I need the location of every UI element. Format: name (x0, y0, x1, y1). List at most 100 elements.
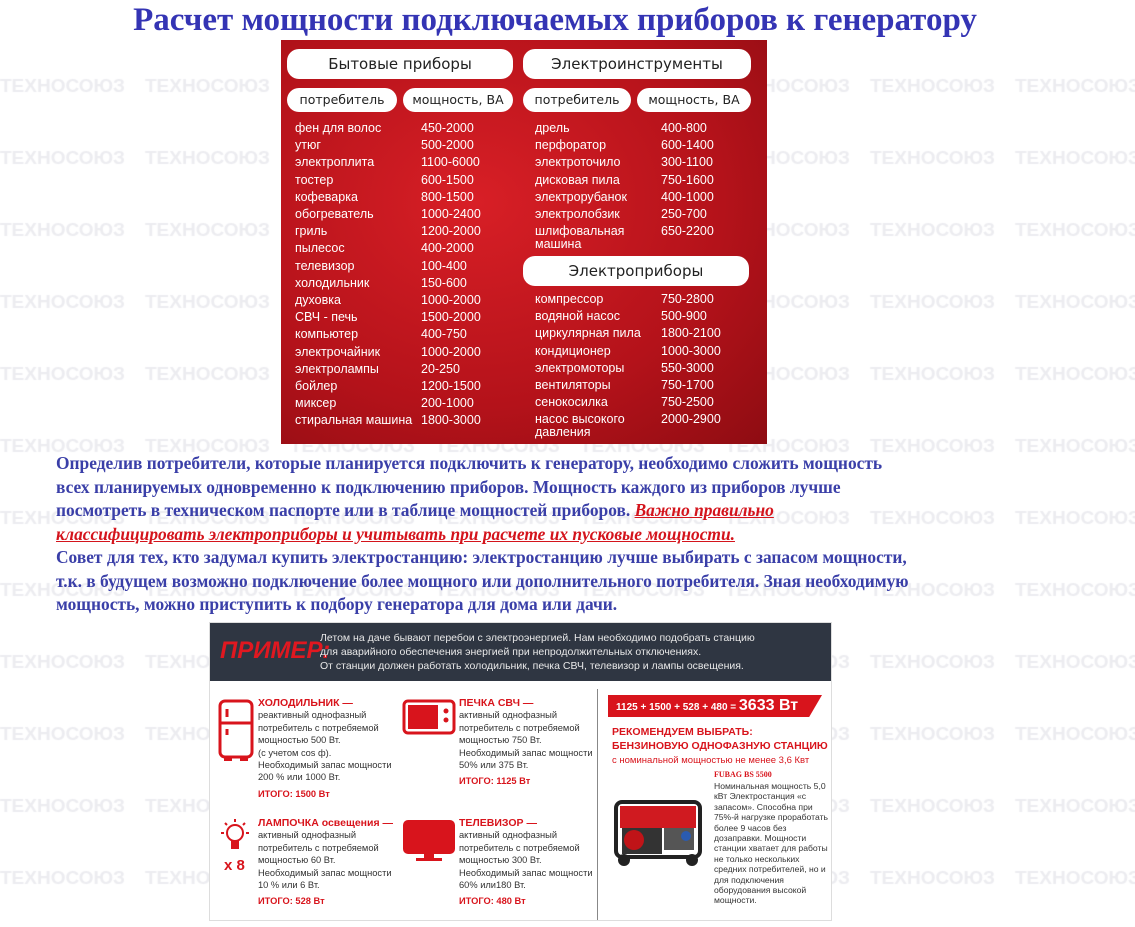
power-value: 800-1500 (421, 189, 474, 204)
power-value: 20-250 (421, 361, 460, 376)
card-title: ПЕЧКА СВЧ — (459, 697, 534, 709)
para-line: мощность, можно приступить к подбору ген… (56, 594, 618, 614)
recommendation-title: РЕКОМЕНДУЕМ ВЫБРАТЬ: БЕНЗИНОВУЮ ОДНОФАЗНУ… (612, 725, 828, 753)
card-line: Необходимый запас мощности (459, 747, 593, 758)
rec-line: РЕКОМЕНДУЕМ ВЫБРАТЬ: (612, 726, 753, 738)
rec-line: БЕНЗИНОВУЮ ОДНОФАЗНУЮ СТАНЦИЮ (612, 740, 828, 752)
generator-name: FUBAG BS 5500 (714, 770, 772, 779)
card-line: реактивный однофазный (258, 710, 367, 721)
consumer-name: электролампы (295, 361, 379, 376)
power-value: 1000-2400 (421, 207, 481, 221)
card-total: ИТОГО: 480 Вт (459, 896, 526, 907)
power-value: 250-700 (661, 207, 707, 221)
page-title: Расчет мощности подключаемых приборов к … (133, 2, 977, 38)
power-value: 400-2000 (421, 241, 474, 256)
consumer-name: циркулярная пила (535, 326, 641, 341)
consumer-name: пылесос (295, 241, 345, 256)
consumer-name: утюг (295, 138, 321, 153)
appliances-heading: Электроприборы (523, 256, 749, 286)
card-title: ЛАМПОЧКА освещения — (258, 817, 394, 829)
consumer-name: дрель (535, 121, 570, 135)
consumer-name: электроплита (295, 155, 375, 170)
power-value: 650-2200 (661, 224, 714, 239)
power-value: 400-800 (661, 121, 707, 135)
card-tv: ТЕЛЕВИЗОР — активный однофазный потребител… (459, 817, 597, 908)
household-col-consumer: потребитель (287, 88, 397, 112)
consumer-name: тостер (295, 172, 334, 187)
power-value: 500-2000 (421, 138, 474, 153)
power-value: 1000-3000 (661, 343, 721, 358)
consumer-name: обогреватель (295, 207, 374, 221)
power-value: 600-1500 (421, 172, 474, 187)
example-header: ПРИМЕР: Летом на даче бывают перебои с э… (210, 623, 831, 681)
card-line: 50% или 375 Вт. (459, 760, 529, 771)
power-value: 750-2800 (661, 292, 714, 306)
card-line: Необходимый запас мощности (258, 760, 392, 771)
consumer-name: сенокосилка (535, 395, 608, 410)
card-line: 200 % или 1000 Вт. (258, 772, 341, 783)
fridge-icon (218, 699, 254, 761)
power-value: 500-900 (661, 309, 707, 324)
tools-heading: Электроинструменты (523, 49, 751, 79)
para-line: классифицировать электроприборы и учитыв… (56, 523, 1131, 547)
card-line: активный однофазный (258, 830, 357, 841)
consumer-name: водяной насос (535, 309, 620, 324)
lightbulb-icon (221, 819, 249, 849)
generator-description: Номинальная мощность 5,0 кВт Электростан… (714, 781, 828, 906)
card-title: ТЕЛЕВИЗОР — (459, 817, 537, 829)
consumer-name: кондиционер (535, 343, 611, 358)
important-note: Важно правильно (634, 500, 774, 520)
consumer-name: вентиляторы (535, 378, 611, 392)
card-line: мощностью 750 Вт. (459, 735, 542, 746)
power-value: 1200-2000 (421, 224, 481, 239)
para-text: посмотреть в техническом паспорте или в … (56, 500, 635, 520)
intro-line: для аварийного обеспечения энергией при … (320, 646, 702, 658)
power-value: 750-2500 (661, 395, 714, 410)
para-line: посмотреть в техническом паспорте или в … (56, 499, 1131, 523)
power-value: 1200-1500 (421, 379, 481, 393)
consumer-name: электролобзик (535, 207, 620, 221)
power-value: 1000-2000 (421, 344, 481, 359)
card-line: мощностью 60 Вт. (258, 855, 336, 866)
power-value: 1800-2100 (661, 326, 721, 341)
para-line: Определив потребители, которые планирует… (56, 453, 883, 473)
important-note: классифицировать электроприборы и учитыв… (56, 523, 735, 544)
power-value: 150-600 (421, 275, 467, 290)
card-line: активный однофазный (459, 830, 558, 841)
para-line: всех планируемых одновременно к подключе… (56, 476, 841, 497)
consumer-name: духовка (295, 293, 341, 307)
total-sum: 1125 + 1500 + 528 + 480 = 3633 Вт (608, 695, 822, 717)
example-image: ПРИМЕР: Летом на даче бывают перебои с э… (209, 622, 832, 921)
power-value: 600-1400 (661, 138, 714, 153)
lamp-multiplier: x 8 (224, 857, 245, 874)
consumer-name: электромоторы (535, 360, 625, 375)
example-intro: Летом на даче бывают перебои с электроэн… (320, 631, 755, 673)
power-value: 1100-6000 (421, 155, 480, 170)
power-value: 750-1600 (661, 172, 714, 187)
power-value: 450-2000 (421, 121, 474, 135)
card-total: ИТОГО: 1500 Вт (258, 788, 330, 799)
consumer-name: миксер (295, 396, 337, 411)
power-value: 550-3000 (661, 360, 714, 375)
card-line: (с учетом cos ф). (258, 747, 332, 758)
power-value: 200-1000 (421, 396, 474, 411)
card-total: ИТОГО: 528 Вт (258, 896, 325, 907)
tv-icon (403, 820, 455, 861)
power-value: 400-750 (421, 327, 467, 342)
consumer-name: шлифовальная машина (535, 224, 625, 252)
intro-line: Летом на даче бывают перебои с электроэн… (320, 632, 755, 644)
power-value: 2000-2900 (661, 412, 721, 427)
household-col-power: мощность, ВА (403, 88, 513, 112)
description-text: Определив потребители, которые планирует… (56, 452, 1131, 617)
power-value: 1000-2000 (421, 293, 481, 307)
power-table-image: Бытовые приборы Электроинструменты потре… (281, 40, 767, 444)
card-line: мощностью 300 Вт. (459, 855, 542, 866)
card-line: 60% или180 Вт. (459, 880, 526, 891)
consumer-name: электрочайник (295, 344, 381, 359)
card-line: активный однофазный (459, 710, 558, 721)
card-total: ИТОГО: 1125 Вт (459, 776, 531, 787)
generator-image (614, 800, 702, 866)
card-line: потребитель с потребяемой (258, 842, 379, 853)
card-lamp: ЛАМПОЧКА освещения — активный однофазный п… (258, 817, 396, 908)
card-line: Необходимый запас мощности (258, 867, 392, 878)
